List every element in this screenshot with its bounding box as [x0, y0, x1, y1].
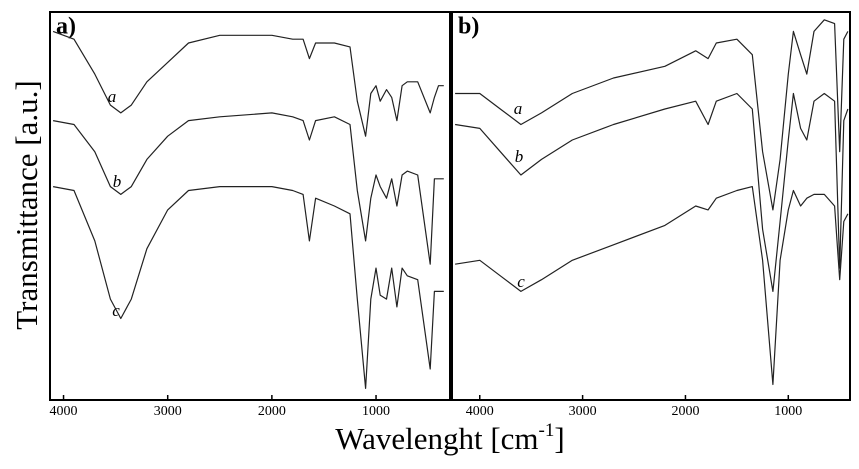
spectrum-line: [455, 92, 849, 292]
x-axis-label: Wavelenght [cm-1]: [335, 420, 564, 456]
y-axis-label: Transmittance [a.u.]: [9, 80, 44, 329]
x-tick-label: 1000: [774, 404, 802, 419]
spectrum-line: [455, 186, 849, 386]
curve-label: b: [515, 147, 524, 166]
x-axis-label-suffix: ]: [554, 421, 564, 456]
x-axis-label-superscript: -1: [539, 420, 555, 441]
x-tick-label: 2000: [671, 404, 699, 419]
curve-label: a: [108, 87, 117, 106]
curve-label: b: [113, 172, 122, 191]
spectrum-line: [455, 19, 849, 211]
x-tick-label: 4000: [466, 404, 494, 419]
curve-label: c: [517, 272, 525, 291]
curve-label: c: [112, 301, 120, 320]
panel-frame: [451, 11, 851, 401]
x-axis-label-text: Wavelenght [cm: [335, 421, 538, 456]
x-tick-label: 4000: [50, 404, 78, 419]
spectrum-line: [52, 186, 444, 389]
spectrum-line: [52, 112, 444, 265]
x-tick-label: 3000: [154, 404, 182, 419]
x-tick-label: 2000: [258, 404, 286, 419]
panel-label: b): [458, 14, 479, 40]
panel-label: a): [56, 14, 76, 40]
panel-frame: [49, 11, 451, 401]
x-tick-label: 1000: [362, 404, 390, 419]
curve-label: a: [514, 99, 523, 118]
spectrum-line: [52, 30, 444, 137]
x-tick-label: 3000: [569, 404, 597, 419]
